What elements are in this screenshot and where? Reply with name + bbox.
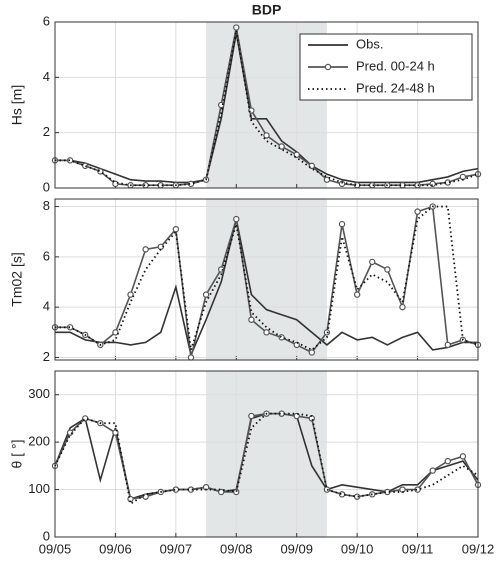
series-marker bbox=[233, 24, 240, 31]
y-tick-label: 0 bbox=[43, 179, 50, 194]
x-tick-label: 09/10 bbox=[341, 541, 374, 556]
plot-frame bbox=[54, 21, 479, 189]
series-marker bbox=[263, 132, 270, 139]
series-marker bbox=[263, 329, 270, 336]
series-marker bbox=[323, 176, 331, 183]
series-marker bbox=[414, 182, 421, 189]
series-marker bbox=[248, 316, 255, 323]
x-tick-label: 09/08 bbox=[220, 541, 253, 556]
series-marker bbox=[384, 266, 391, 273]
series-marker bbox=[112, 429, 119, 436]
series-marker bbox=[444, 341, 451, 349]
y-tick-label: 6 bbox=[43, 13, 50, 28]
series-marker bbox=[278, 334, 285, 341]
series-marker bbox=[142, 246, 149, 253]
y-axis-label: θ [ °] bbox=[9, 440, 25, 469]
y-tick-label: 200 bbox=[28, 434, 50, 449]
series-marker bbox=[66, 429, 74, 436]
series-marker bbox=[353, 291, 361, 298]
shaded-period bbox=[206, 199, 327, 360]
legend-marker bbox=[324, 63, 332, 71]
series-marker bbox=[66, 157, 74, 164]
series-marker bbox=[414, 208, 421, 215]
x-tick-label: 09/05 bbox=[39, 541, 72, 556]
series-marker bbox=[444, 457, 451, 465]
x-tick-label: 09/09 bbox=[280, 541, 313, 556]
series-marker bbox=[248, 412, 255, 420]
x-tick-label: 09/07 bbox=[160, 541, 193, 556]
series-marker bbox=[157, 243, 164, 250]
series-marker bbox=[399, 303, 406, 311]
series-marker bbox=[308, 349, 316, 356]
legend-label: Pred. 00-24 h bbox=[356, 58, 435, 73]
series-marker bbox=[459, 453, 467, 460]
plot-frame bbox=[54, 370, 479, 538]
series-marker bbox=[187, 354, 195, 361]
series-marker bbox=[172, 225, 180, 233]
series-marker bbox=[112, 329, 119, 336]
legend-label: Pred. 24-48 h bbox=[356, 80, 435, 95]
x-tick-label: 09/06 bbox=[99, 541, 132, 556]
x-tick-label: 09/12 bbox=[462, 541, 495, 556]
y-tick-label: 8 bbox=[43, 198, 50, 213]
y-tick-label: 300 bbox=[28, 386, 50, 401]
y-tick-label: 0 bbox=[43, 528, 50, 543]
y-tick-label: 2 bbox=[43, 349, 50, 364]
series-marker bbox=[429, 180, 436, 188]
series-marker bbox=[233, 215, 240, 223]
series-marker bbox=[217, 488, 225, 496]
series-marker bbox=[414, 486, 421, 493]
series-marker bbox=[338, 220, 346, 228]
series-marker bbox=[202, 291, 210, 298]
y-axis-label: Tm02 [s] bbox=[9, 252, 25, 306]
chart-title: BDP bbox=[252, 2, 282, 18]
series-line bbox=[55, 32, 479, 184]
y-tick-label: 4 bbox=[43, 69, 50, 84]
shaded-period bbox=[206, 371, 327, 537]
legend-label: Obs. bbox=[356, 36, 383, 51]
series-marker bbox=[369, 258, 376, 266]
series-line bbox=[54, 412, 479, 506]
series-marker bbox=[233, 488, 240, 496]
x-tick-label: 09/11 bbox=[402, 541, 434, 556]
y-tick-label: 6 bbox=[43, 248, 50, 263]
y-tick-label: 2 bbox=[43, 124, 50, 139]
series-marker bbox=[248, 107, 255, 114]
y-axis-label: Hs [m] bbox=[9, 85, 25, 125]
plot-frame bbox=[54, 198, 479, 361]
series-marker bbox=[66, 324, 74, 331]
series-marker bbox=[127, 291, 134, 298]
y-tick-label: 100 bbox=[28, 481, 50, 496]
series-line bbox=[55, 218, 478, 358]
series-line bbox=[55, 205, 479, 352]
y-tick-label: 4 bbox=[43, 299, 50, 314]
series-marker bbox=[429, 467, 436, 474]
series-marker bbox=[338, 180, 346, 188]
series-marker bbox=[323, 486, 331, 493]
series-marker bbox=[217, 266, 225, 273]
